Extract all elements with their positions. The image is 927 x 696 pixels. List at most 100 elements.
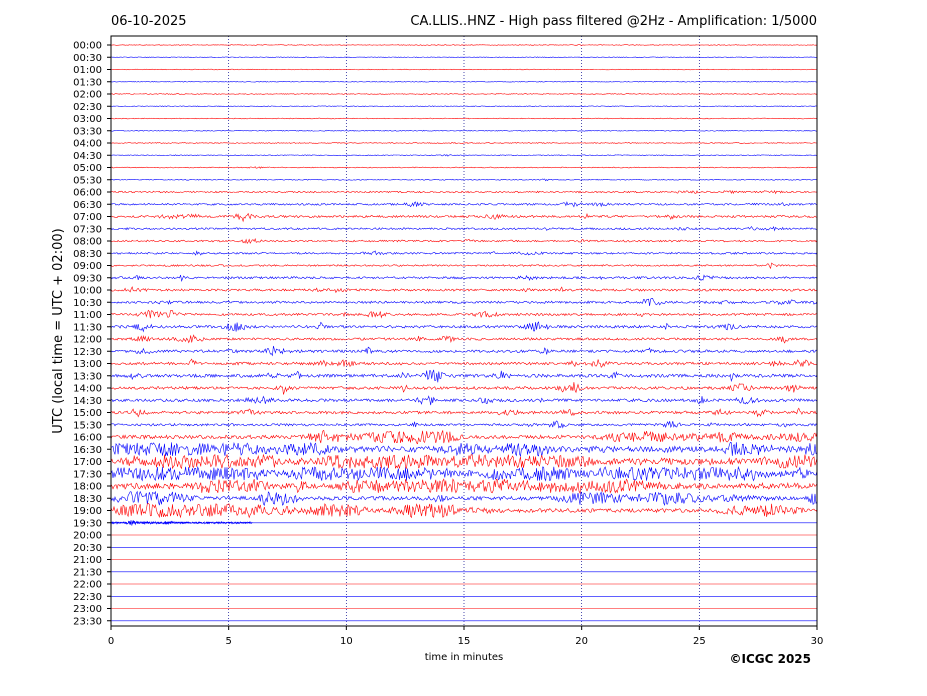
x-tick-label: 10 (340, 636, 353, 647)
trace-row-1600 (110, 429, 818, 445)
y-tick-label: 15:30 (73, 420, 102, 431)
y-tick-label: 07:00 (73, 212, 102, 223)
y-tick-label: 14:30 (73, 396, 102, 407)
y-tick-label: 00:00 (73, 41, 102, 52)
trace-row-1800 (110, 478, 818, 494)
y-tick-label: 00:30 (73, 53, 102, 64)
plot-frame (110, 35, 818, 627)
trace-row-0430 (110, 154, 818, 157)
y-tick-label: 08:00 (73, 237, 102, 248)
trace-row-1330 (110, 369, 818, 383)
trace-row-0130 (110, 81, 818, 83)
y-tick-label: 01:00 (73, 65, 102, 76)
y-tick-label: 11:30 (73, 322, 102, 333)
trace-row-0530 (110, 178, 818, 182)
trace-row-1000 (110, 286, 818, 294)
y-tick-label: 21:30 (73, 567, 102, 578)
y-tick-label: 20:30 (73, 543, 102, 554)
trace-row-0230 (110, 105, 818, 107)
y-tick-label: 22:30 (73, 592, 102, 603)
y-tick-label: 09:00 (73, 261, 102, 272)
trace-row-0900 (110, 262, 818, 270)
y-tick-label: 15:00 (73, 408, 102, 419)
trace-row-0330 (110, 129, 818, 132)
x-tick-label: 15 (458, 636, 471, 647)
y-tick-label: 16:30 (73, 445, 102, 456)
trace-row-1700 (110, 453, 818, 470)
y-tick-label: 14:00 (73, 384, 102, 395)
y-tick-label: 17:00 (73, 457, 102, 468)
y-tick-label: 13:30 (73, 371, 102, 382)
y-tick-label: 05:00 (73, 163, 102, 174)
y-tick-label: 19:00 (73, 506, 102, 517)
y-tick-label: 19:30 (73, 518, 102, 529)
trace-row-0400 (111, 141, 817, 145)
trace-row-0930 (110, 274, 818, 282)
x-tick-label: 25 (693, 636, 706, 647)
trace-row-0600 (110, 189, 818, 195)
trace-row-0000 (110, 44, 818, 46)
y-tick-label: 10:30 (73, 298, 102, 309)
x-axis-label: time in minutes (425, 652, 504, 663)
y-tick-label: 17:30 (73, 469, 102, 480)
y-tick-label: 07:30 (73, 224, 102, 235)
trace-row-1300 (110, 358, 818, 368)
chart-title: CA.LLIS..HNZ - High pass filtered @2Hz -… (410, 14, 817, 29)
y-tick-label: 08:30 (73, 249, 102, 260)
trace-row-1500 (110, 407, 818, 418)
trace-row-0100 (110, 68, 818, 71)
trace-row-0730 (110, 225, 818, 232)
y-tick-label: 12:30 (73, 347, 102, 358)
y-tick-label: 02:00 (73, 90, 102, 101)
y-tick-label: 22:00 (73, 580, 102, 591)
trace-row-1530 (110, 420, 818, 429)
trace-row-0800 (110, 238, 818, 244)
y-tick-label: 10:00 (73, 286, 102, 297)
x-tick-label: 30 (811, 636, 824, 647)
seismic-traces (110, 44, 818, 622)
trace-row-1900 (110, 503, 818, 519)
y-tick-label: 16:00 (73, 433, 102, 444)
vertical-gridlines (228, 36, 700, 626)
trace-row-1930 (110, 519, 817, 526)
y-tick-label: 03:00 (73, 114, 102, 125)
y-tick-label: 11:00 (73, 310, 102, 321)
y-tick-label: 18:30 (73, 494, 102, 505)
trace-row-1400 (111, 382, 818, 395)
trace-row-1130 (110, 321, 818, 333)
trace-row-1030 (110, 297, 818, 307)
trace-row-0630 (110, 201, 818, 208)
trace-row-1100 (110, 309, 818, 319)
trace-row-0200 (110, 93, 818, 95)
trace-row-1230 (110, 345, 818, 357)
x-tick-label: 20 (575, 636, 588, 647)
y-tick-label: 23:30 (73, 616, 102, 627)
trace-row-1200 (110, 334, 818, 344)
chart-date: 06-10-2025 (111, 14, 187, 29)
y-tick-label: 13:00 (73, 359, 102, 370)
trace-row-0300 (110, 117, 818, 120)
y-tick-label: 04:00 (73, 139, 102, 150)
trace-row-0030 (110, 56, 817, 58)
y-tick-label: 06:00 (73, 188, 102, 199)
trace-row-0830 (110, 250, 818, 256)
y-tick-label: 04:30 (73, 151, 102, 162)
y-tick-label: 01:30 (73, 77, 102, 88)
trace-row-1830 (110, 490, 818, 506)
x-tick-labels: 0 5 10 15 20 25 30 (108, 626, 824, 647)
y-tick-label: 21:00 (73, 555, 102, 566)
x-tick-label: 0 (108, 636, 114, 647)
y-tick-label: 03:30 (73, 126, 102, 137)
trace-row-1430 (110, 395, 818, 406)
y-tick-label: 02:30 (73, 102, 102, 113)
y-axis-label: UTC (local time = UTC + 02:00) (51, 228, 66, 433)
y-tick-label: 09:30 (73, 273, 102, 284)
x-tick-label: 5 (225, 636, 231, 647)
trace-row-1630 (110, 441, 818, 458)
copyright-label: ©ICGC 2025 (729, 652, 811, 666)
y-tick-label: 20:00 (73, 531, 102, 542)
y-tick-label: 05:30 (73, 175, 102, 186)
y-tick-label: 12:00 (73, 335, 102, 346)
